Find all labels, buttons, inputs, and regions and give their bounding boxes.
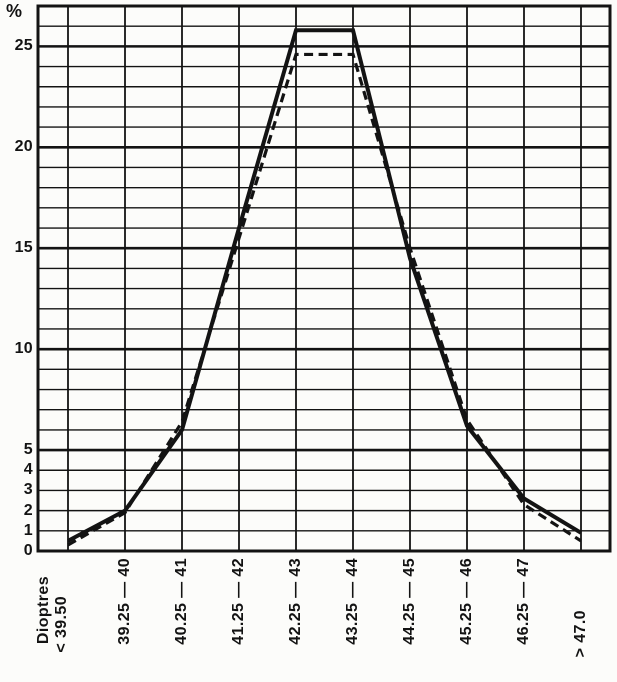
y-tick-label: 10 bbox=[14, 340, 33, 358]
y-tick-label: 0 bbox=[23, 542, 33, 559]
x-tick-label: 45.25 — 46 bbox=[458, 558, 475, 645]
x-tick-label: < 39.50 bbox=[53, 596, 70, 653]
x-tick-label: 40.25 — 41 bbox=[173, 558, 190, 645]
y-tick-label: 20 bbox=[14, 138, 33, 156]
y-tick-label: 4 bbox=[23, 461, 33, 479]
y-tick-label: 5 bbox=[23, 441, 33, 459]
x-tick-label: 39.25 — 40 bbox=[116, 558, 133, 645]
x-axis-title: Dioptres bbox=[35, 576, 52, 645]
solid-line-series bbox=[67, 28, 583, 543]
x-tick-label: 43.25 — 44 bbox=[344, 558, 361, 645]
y-axis-unit-label: % bbox=[5, 1, 22, 21]
x-tick-label: 41.25 — 42 bbox=[230, 558, 247, 645]
y-tick-label: 25 bbox=[14, 37, 33, 55]
y-tick-label: 3 bbox=[23, 481, 33, 499]
y-tick-label: 1 bbox=[23, 521, 33, 539]
y-tick-label: 2 bbox=[23, 501, 33, 519]
x-tick-label: 46.25 — 47 bbox=[515, 558, 532, 645]
x-tick-label: > 47.0 bbox=[572, 610, 589, 658]
x-tick-label: 44.25 — 45 bbox=[401, 558, 418, 645]
y-tick-label: 15 bbox=[14, 239, 33, 257]
x-tick-label: 42.25 — 43 bbox=[287, 558, 304, 645]
plot-border bbox=[36, 4, 612, 553]
